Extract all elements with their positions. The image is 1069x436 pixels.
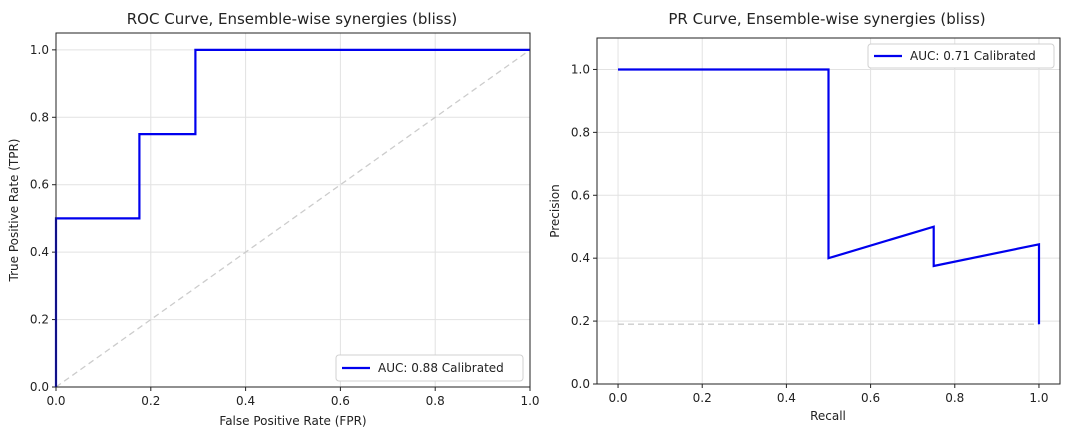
pr-y-tick-label: 0.8 (571, 125, 590, 139)
roc-x-tick-label: 1.0 (520, 394, 539, 408)
roc-legend-label: AUC: 0.88 Calibrated (378, 361, 504, 375)
pr-x-tick-label: 0.2 (693, 391, 712, 405)
pr-x-tick-label: 0.0 (608, 391, 627, 405)
roc-chart: ROC Curve, Ensemble-wise synergies (blis… (7, 10, 540, 428)
pr-x-axis-label: Recall (810, 409, 846, 423)
pr-curve-line (618, 68, 1041, 325)
pr-x-tick-label: 1.0 (1029, 391, 1048, 405)
roc-x-axis-label: False Positive Rate (FPR) (219, 414, 366, 428)
pr-legend-box (867, 43, 1055, 69)
pr-x-tick-label: 0.8 (945, 391, 964, 405)
roc-y-tick-label: 0.4 (30, 245, 49, 259)
pr-x-tick-label: 0.4 (777, 391, 796, 405)
pr-y-tick-label: 1.0 (571, 62, 590, 76)
roc-y-tick-label: 0.8 (30, 110, 49, 124)
roc-x-tick-label: 0.2 (141, 394, 160, 408)
roc-x-tick-label: 0.0 (46, 394, 65, 408)
pr-y-tick-label: 0.6 (571, 188, 590, 202)
pr-y-tick-label: 0.2 (571, 314, 590, 328)
roc-baseline-line (55, 49, 531, 388)
roc-legend: AUC: 0.88 Calibrated (335, 354, 524, 382)
roc-y-tick-label: 0.2 (30, 313, 49, 327)
roc-x-tick-label: 0.8 (426, 394, 445, 408)
roc-y-axis-label: True Positive Rate (TPR) (7, 139, 21, 283)
roc-y-tick-label: 1.0 (30, 43, 49, 57)
roc-x-tick-label: 0.4 (236, 394, 255, 408)
roc-plot-frame (55, 32, 531, 388)
roc-legend-box (335, 354, 524, 382)
pr-y-tick-label: 0.4 (571, 251, 590, 265)
pr-legend-label: AUC: 0.71 Calibrated (910, 49, 1036, 63)
pr-y-axis-label: Precision (548, 184, 562, 238)
pr-y-tick-label: 0.0 (571, 377, 590, 391)
roc-y-tick-label: 0.6 (30, 178, 49, 192)
pr-ticks: 0.0 0.2 0.4 0.6 0.8 1.0 0.0 0.2 0.4 0.6 0.8 1.0 (571, 62, 1049, 405)
roc-x-tick-label: 0.6 (331, 394, 350, 408)
roc-ticks: 0.0 0.2 0.4 0.6 0.8 1.0 0.0 0.2 0.4 0.6 0.8 1.0 (30, 43, 540, 408)
roc-grid (55, 33, 531, 388)
roc-chart-title: ROC Curve, Ensemble-wise synergies (blis… (127, 10, 458, 28)
pr-chart: PR Curve, Ensemble-wise synergies (bliss… (548, 10, 1061, 423)
roc-series (54, 48, 531, 388)
pr-plot-frame (596, 37, 1061, 385)
pr-legend: AUC: 0.71 Calibrated (867, 43, 1055, 69)
pr-x-tick-label: 0.6 (861, 391, 880, 405)
pr-chart-title: PR Curve, Ensemble-wise synergies (bliss… (668, 10, 985, 28)
pr-series (618, 68, 1041, 325)
roc-y-tick-label: 0.0 (30, 380, 49, 394)
